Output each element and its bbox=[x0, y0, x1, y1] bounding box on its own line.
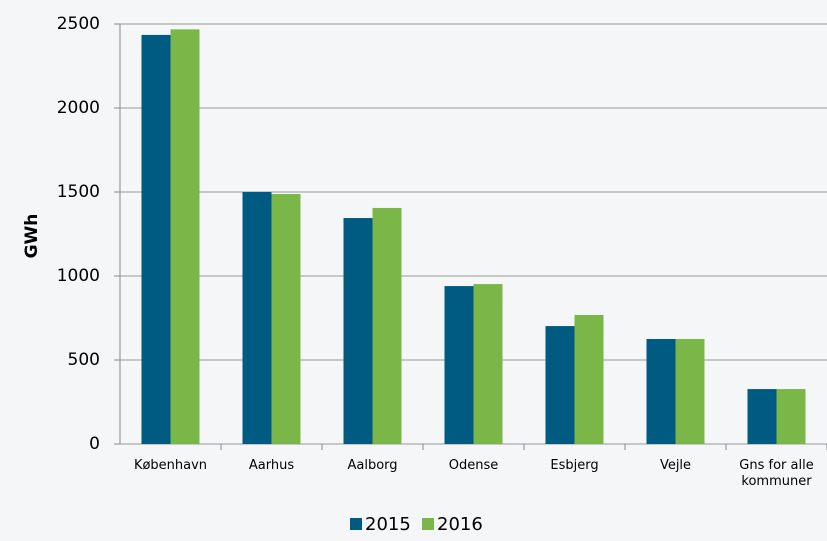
x-tick-label: Gns for alle kommuner bbox=[739, 458, 814, 489]
y-tick-label: 500 bbox=[68, 350, 100, 370]
y-tick-label: 1000 bbox=[57, 266, 100, 286]
bar bbox=[574, 314, 604, 444]
legend-label: 2015 bbox=[365, 514, 411, 535]
legend-swatch bbox=[422, 518, 434, 530]
bar bbox=[170, 29, 200, 444]
y-tick-label: 2000 bbox=[57, 98, 100, 118]
y-axis-label: GWh bbox=[22, 214, 42, 259]
bar bbox=[271, 194, 301, 444]
bar bbox=[473, 284, 503, 444]
legend-label: 2016 bbox=[437, 514, 483, 535]
x-tick-label: København bbox=[133, 458, 208, 473]
x-tick-label: Vejle bbox=[659, 458, 692, 473]
x-tick-label: Odense bbox=[448, 458, 499, 473]
bar bbox=[776, 389, 806, 444]
bar bbox=[343, 218, 373, 444]
y-tick-label: 2500 bbox=[57, 14, 100, 34]
bar bbox=[545, 326, 575, 444]
x-tick-label: Aarhus bbox=[248, 458, 295, 473]
y-tick-label: 0 bbox=[89, 434, 100, 454]
bar bbox=[141, 34, 171, 445]
x-tick-label: Aalborg bbox=[347, 458, 398, 473]
bar bbox=[646, 339, 676, 444]
x-tick-label: Esbjerg bbox=[550, 458, 599, 473]
bar bbox=[675, 339, 705, 444]
bar bbox=[242, 192, 272, 444]
legend-swatch bbox=[350, 518, 362, 530]
y-tick-label: 1500 bbox=[57, 182, 100, 202]
bar bbox=[372, 207, 402, 444]
bar bbox=[444, 286, 474, 444]
bar bbox=[747, 389, 777, 444]
